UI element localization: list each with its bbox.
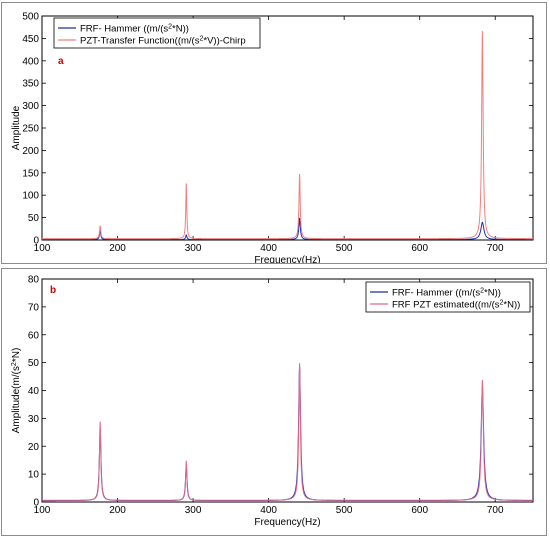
plot-area — [41, 15, 534, 241]
y-tick-label: 100 — [22, 191, 39, 202]
x-axis-label: Frequency(Hz) — [254, 255, 320, 263]
y-tick-label: 400 — [22, 56, 39, 67]
y-tick-label: 80 — [28, 275, 40, 286]
peak-point — [481, 31, 483, 33]
y-tick-label: 150 — [22, 168, 39, 179]
x-tick-label: 400 — [260, 505, 277, 516]
series-line-0 — [42, 218, 533, 240]
y-axis-label: Amplitude(m/(s2*N) — [11, 348, 23, 434]
x-tick-label: 500 — [336, 505, 353, 516]
legend-box — [365, 281, 531, 313]
chart-panel-b: 100 200 300 400 500 600 700 0 10 20 30 40 50 60 70 80 Fr… — [1, 268, 547, 536]
y-axis-label: Amplitude — [11, 105, 22, 150]
x-tick-label: 500 — [336, 243, 353, 254]
y-tick-label: 500 — [22, 12, 39, 23]
x-tick-label: 400 — [260, 243, 277, 254]
x-tick-label: 600 — [411, 243, 428, 254]
y-tick-label: 300 — [22, 101, 39, 112]
x-tick-label: 200 — [109, 243, 126, 254]
peak-point — [99, 421, 101, 423]
text-part: PZT-Transfer Function((m/(s — [80, 36, 200, 47]
x-tick-label: 300 — [185, 243, 202, 254]
x-tick-label: 100 — [34, 505, 51, 516]
series-line-1 — [42, 31, 533, 240]
text-part: Amplitude(m/(s — [11, 366, 22, 433]
legend-entry: FRF- Hammer ((m/(s2*N)) — [392, 287, 501, 299]
y-tick-label: 10 — [28, 470, 40, 481]
y-tick-label: 40 — [28, 386, 40, 397]
peak-point — [185, 460, 187, 462]
x-tick-label: 700 — [487, 243, 504, 254]
text-part: *N)) — [484, 288, 501, 299]
peak-point — [298, 217, 301, 220]
text-part: *N) — [11, 348, 22, 362]
y-tick-label: 60 — [28, 330, 40, 341]
peak-point — [99, 225, 101, 227]
x-tick-label: 300 — [185, 505, 202, 516]
peak-point — [298, 363, 301, 365]
y-tick-label: 0 — [33, 498, 39, 509]
y-tick-label: 50 — [28, 358, 40, 369]
x-axis-label: Frequency(Hz) — [254, 517, 320, 528]
text-part: *N)) — [503, 300, 520, 311]
legend: FRF- Hammer ((m/(s2*N))FRF PZT estimated… — [365, 281, 531, 313]
text-part: *N)) — [172, 24, 189, 35]
y-tick-label: 0 — [33, 236, 39, 247]
peak-point — [481, 221, 483, 224]
legend-entry: FRF PZT estimated((m/(s2*N)) — [392, 299, 520, 311]
text-part: *V))-Chirp — [203, 36, 245, 47]
text-part: 2 — [480, 287, 484, 294]
text-part: 2 — [168, 23, 172, 30]
y-tick-label: 200 — [22, 146, 39, 157]
text-part: 2 — [500, 299, 504, 306]
y-tick-label: 30 — [28, 414, 40, 425]
x-tick-label: 200 — [109, 505, 126, 516]
text-part: FRF- Hammer ((m/(s — [392, 288, 480, 299]
peak-point — [185, 183, 187, 185]
peak-point — [481, 379, 483, 382]
chart-panel-a: 100 200 300 400 500 600 700 0 50 100 150 200 250 300 3… — [1, 2, 547, 266]
peak-point — [185, 234, 187, 236]
text-part: 2 — [199, 35, 203, 42]
panel-label: a — [58, 56, 64, 67]
legend-entry: FRF- Hammer ((m/(s2*N)) — [80, 23, 189, 35]
peak-point — [298, 173, 301, 176]
chart-a-svg: 100 200 300 400 500 600 700 0 50 100 150 200 250 300 3… — [11, 12, 534, 266]
legend: FRF- Hammer ((m/(s2*N))PZT-Transfer Func… — [53, 17, 261, 49]
y-tick-label: 20 — [28, 442, 40, 453]
legend-entry: PZT-Transfer Function((m/(s2*V))-Chirp — [80, 35, 246, 47]
panel-label: b — [50, 285, 56, 296]
x-tick-label: 700 — [487, 505, 504, 516]
text-part: FRF- Hammer ((m/(s — [80, 24, 168, 35]
text-part: FRF PZT estimated((m/(s — [392, 300, 500, 311]
y-tick-label: 70 — [28, 302, 40, 313]
text-part: 2 — [11, 362, 18, 366]
y-tick-label: 250 — [22, 124, 39, 135]
series-line-1 — [42, 363, 533, 501]
y-tick-label: 350 — [22, 79, 39, 90]
y-tick-label: 450 — [22, 34, 39, 45]
y-tick-label: 50 — [28, 213, 40, 224]
legend-box — [53, 17, 261, 49]
chart-b-svg: 100 200 300 400 500 600 700 0 10 20 30 40 50 60 70 80 Fr… — [11, 275, 534, 528]
x-tick-label: 100 — [34, 243, 51, 254]
x-tick-label: 600 — [411, 505, 428, 516]
plot-area — [41, 278, 534, 503]
